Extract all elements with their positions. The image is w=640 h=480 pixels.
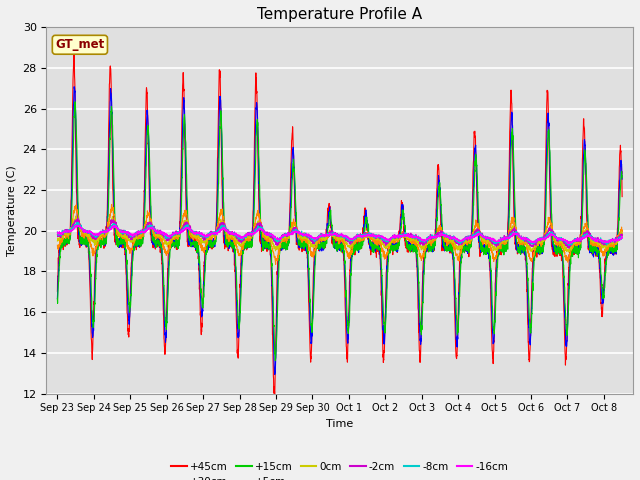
-8cm <box>54 229 61 235</box>
+15cm <box>271 358 279 363</box>
-16cm <box>618 235 626 241</box>
Line: +45cm: +45cm <box>58 53 622 395</box>
0cm <box>152 230 159 236</box>
+15cm <box>118 241 126 247</box>
-8cm <box>618 235 626 240</box>
-2cm <box>270 237 278 243</box>
-16cm <box>74 222 82 228</box>
0cm <box>72 213 80 219</box>
Line: -2cm: -2cm <box>58 218 622 248</box>
+5cm <box>607 241 615 247</box>
+5cm <box>118 230 126 236</box>
+5cm <box>54 242 61 248</box>
-2cm <box>565 245 573 251</box>
+30cm <box>118 241 126 247</box>
+5cm <box>547 218 554 224</box>
+30cm <box>547 193 554 199</box>
0cm <box>270 246 278 252</box>
+30cm <box>295 239 303 245</box>
+5cm <box>152 235 159 241</box>
Title: Temperature Profile A: Temperature Profile A <box>257 7 422 22</box>
+30cm <box>607 243 615 249</box>
+30cm <box>618 176 626 182</box>
Text: GT_met: GT_met <box>55 38 104 51</box>
+5cm <box>618 228 626 234</box>
Line: +30cm: +30cm <box>58 87 622 374</box>
+45cm <box>270 384 278 390</box>
Line: -8cm: -8cm <box>58 222 622 245</box>
-8cm <box>607 237 615 243</box>
+30cm <box>271 372 279 377</box>
+5cm <box>272 262 280 267</box>
+45cm <box>118 240 126 246</box>
-2cm <box>118 228 126 234</box>
+30cm <box>54 296 61 301</box>
0cm <box>295 230 303 236</box>
-16cm <box>118 228 126 234</box>
+5cm <box>270 254 278 260</box>
-8cm <box>295 230 303 236</box>
-8cm <box>118 230 126 236</box>
+45cm <box>70 50 78 56</box>
-2cm <box>54 231 61 237</box>
Line: 0cm: 0cm <box>58 216 622 252</box>
-2cm <box>547 227 554 232</box>
+30cm <box>152 241 159 247</box>
+5cm <box>108 202 115 207</box>
+15cm <box>618 175 626 180</box>
0cm <box>618 232 626 238</box>
-16cm <box>270 234 278 240</box>
-8cm <box>270 235 278 241</box>
X-axis label: Time: Time <box>326 419 353 429</box>
-16cm <box>564 241 572 247</box>
-2cm <box>607 238 615 243</box>
-16cm <box>607 238 615 244</box>
+15cm <box>270 333 278 339</box>
-8cm <box>73 219 81 225</box>
+15cm <box>295 240 303 246</box>
-16cm <box>54 229 61 235</box>
Y-axis label: Temperature (C): Temperature (C) <box>7 165 17 256</box>
+30cm <box>70 84 78 90</box>
-2cm <box>295 229 303 235</box>
+45cm <box>547 217 554 223</box>
+45cm <box>152 242 159 248</box>
-8cm <box>565 242 573 248</box>
Line: +5cm: +5cm <box>58 204 622 264</box>
+15cm <box>607 248 615 254</box>
-2cm <box>618 232 626 238</box>
+30cm <box>270 362 278 368</box>
0cm <box>547 228 554 233</box>
-8cm <box>152 230 159 236</box>
-2cm <box>152 230 159 236</box>
0cm <box>607 238 615 243</box>
+45cm <box>295 243 303 249</box>
+5cm <box>295 233 303 239</box>
+45cm <box>607 251 615 256</box>
+45cm <box>54 288 61 294</box>
0cm <box>54 238 61 244</box>
0cm <box>118 234 126 240</box>
Legend: +45cm, +30cm, +15cm, +5cm, 0cm, -2cm, -8cm, -16cm: +45cm, +30cm, +15cm, +5cm, 0cm, -2cm, -8… <box>167 457 513 480</box>
0cm <box>565 249 573 255</box>
-8cm <box>547 229 554 235</box>
Line: +15cm: +15cm <box>58 102 622 360</box>
+45cm <box>271 392 278 398</box>
Line: -16cm: -16cm <box>58 225 622 244</box>
-16cm <box>547 232 554 238</box>
+15cm <box>547 174 554 180</box>
+15cm <box>152 239 159 245</box>
+45cm <box>618 194 626 200</box>
+15cm <box>71 99 79 105</box>
-2cm <box>74 215 81 221</box>
+15cm <box>54 296 61 301</box>
-16cm <box>295 229 303 235</box>
-16cm <box>152 228 159 233</box>
